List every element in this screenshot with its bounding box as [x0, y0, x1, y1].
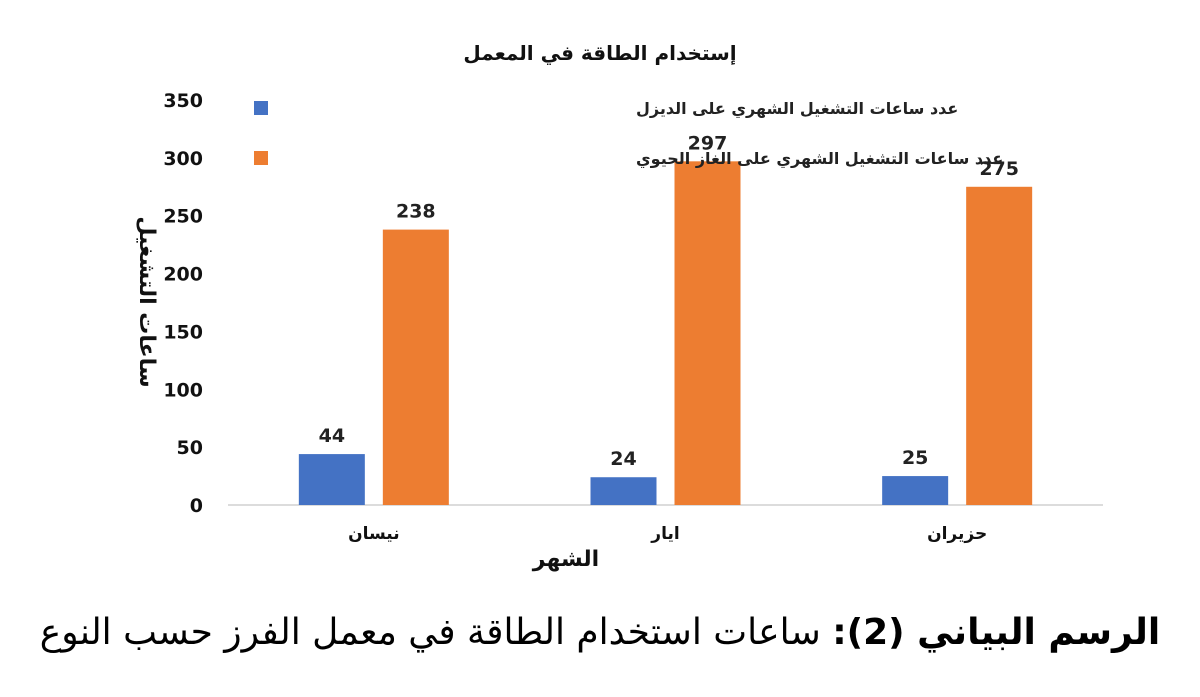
- y-axis-title: ساعات التشغيل: [134, 216, 159, 387]
- bar: [298, 454, 365, 505]
- chart-title: إستخدام الطاقة في المعمل: [463, 41, 736, 66]
- y-tick-label: 200: [163, 264, 203, 286]
- bar: [590, 477, 657, 505]
- bar: [966, 186, 1033, 506]
- x-axis-categories: نيسان ايار حزيران: [348, 524, 987, 544]
- x-tick-label: حزيران: [927, 524, 987, 544]
- data-label: 25: [902, 447, 928, 469]
- y-tick-label: 150: [163, 321, 203, 343]
- legend-label: عدد ساعات التشغيل الشهري على الديزل: [636, 99, 958, 119]
- legend-swatch: [254, 151, 268, 165]
- bar: [674, 161, 741, 506]
- y-tick-label: 350: [163, 90, 203, 112]
- data-label: 24: [610, 448, 636, 470]
- legend: عدد ساعات التشغيل الشهري على الديزل عدد س…: [254, 99, 1003, 169]
- figure-caption: الرسم البياني (2): ساعات استخدام الطاقة …: [0, 612, 1200, 653]
- x-tick-label: نيسان: [348, 524, 400, 544]
- y-tick-label: 100: [163, 379, 203, 401]
- legend-label: عدد ساعات التشغيل الشهري على الغاز الحيو…: [636, 149, 1003, 169]
- caption-text: ساعات استخدام الطاقة في معمل الفرز حسب ا…: [39, 612, 821, 653]
- caption-label: الرسم البياني (2):: [832, 612, 1161, 653]
- data-label: 238: [396, 201, 436, 223]
- y-tick-label: 0: [190, 495, 203, 517]
- data-label: 44: [319, 425, 345, 447]
- y-axis-ticks: 0 50 100 150 200 250 300 350: [163, 90, 203, 517]
- legend-swatch: [254, 101, 268, 115]
- bar: [382, 229, 449, 505]
- y-tick-label: 300: [163, 148, 203, 170]
- y-tick-label: 250: [163, 206, 203, 228]
- x-axis-title: الشهر: [532, 547, 599, 572]
- bars: [298, 161, 1033, 506]
- data-labels: 44 238 24 297 25 275: [319, 132, 1019, 470]
- bar: [882, 476, 949, 505]
- data-label: 297: [688, 132, 728, 154]
- data-label: 275: [979, 158, 1019, 180]
- y-tick-label: 50: [177, 437, 203, 459]
- x-tick-label: ايار: [650, 524, 679, 544]
